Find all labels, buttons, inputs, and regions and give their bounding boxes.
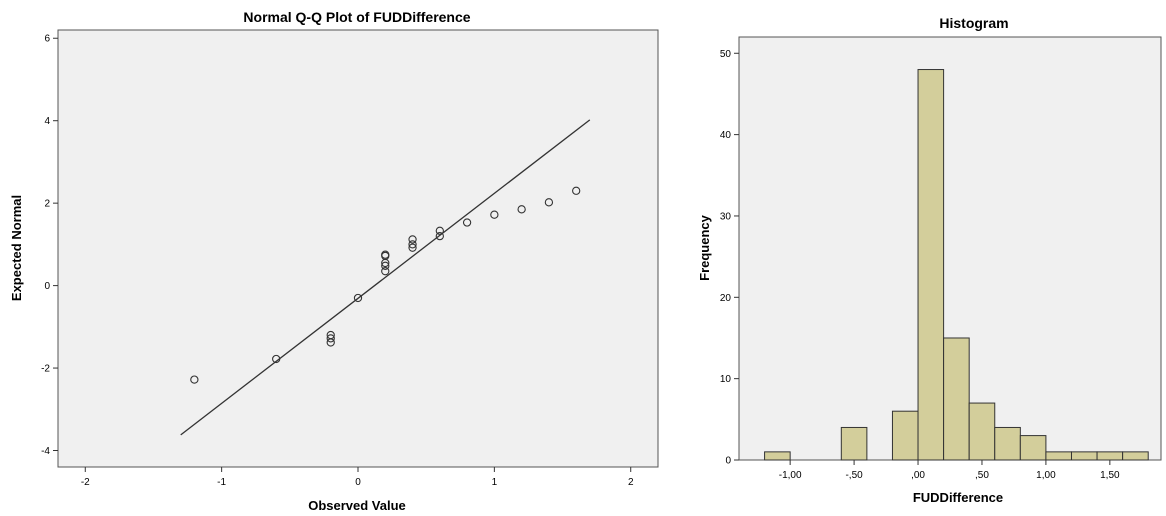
qq-x-tick-label: 2 (628, 477, 634, 488)
qq-plot: Normal Q-Q Plot of FUDDifference -4 -2 0 2 4… (9, 9, 659, 513)
qq-x-axis-label: Observed Value (308, 498, 406, 513)
histogram-bar (943, 337, 970, 461)
histogram: Histogram 0 10 20 30 40 50 -1,00 -,50 ,00 ,50 1,0… (697, 15, 1162, 505)
qq-x-tick-label: 1 (492, 477, 498, 488)
qq-x-tick-label: -1 (217, 477, 226, 488)
qq-point (435, 231, 444, 241)
histogram-x-tick-label: ,50 (975, 470, 989, 481)
qq-point (408, 243, 417, 252)
qq-point (517, 205, 526, 214)
histogram-bar (1045, 451, 1072, 461)
histogram-bar (840, 426, 868, 461)
histogram-y-axis-label: Frequency (697, 214, 712, 281)
qq-x-tick-label: -2 (81, 477, 90, 488)
histogram-y-tick-label: 20 (720, 293, 732, 304)
qq-y-tick-label: 6 (44, 34, 50, 45)
histogram-x-tick-label: 1,00 (1036, 470, 1056, 481)
qq-point (435, 226, 444, 235)
histogram-bar (1122, 451, 1149, 461)
qq-point (272, 354, 281, 364)
qq-point (490, 210, 499, 219)
qq-y-tick-label: 4 (44, 116, 50, 127)
qq-point (408, 240, 417, 249)
qq-point (190, 375, 199, 384)
histogram-x-tick-label: 1,50 (1100, 470, 1120, 481)
qq-y-tick-label: 2 (44, 199, 50, 210)
qq-plot-title: Normal Q-Q Plot of FUDDifference (243, 9, 470, 25)
qq-point (353, 293, 363, 303)
histogram-bar (1070, 451, 1098, 461)
qq-point (326, 334, 335, 343)
qq-point (408, 235, 417, 244)
histogram-bar (1096, 451, 1124, 461)
histogram-y-tick-label: 10 (720, 374, 732, 385)
qq-point (572, 186, 581, 195)
histogram-bar (764, 451, 791, 461)
qq-y-tick-label: -2 (41, 364, 50, 375)
qq-point (544, 198, 554, 207)
histogram-x-tick-label: -1,00 (779, 470, 802, 481)
histogram-x-tick-label: -,50 (845, 470, 863, 481)
histogram-x-tick-label: ,00 (911, 470, 925, 481)
histogram-bar (917, 69, 945, 461)
histogram-bar (968, 402, 996, 461)
histogram-y-tick-label: 30 (720, 211, 732, 222)
qq-reference-line (180, 119, 591, 436)
qq-point (326, 338, 335, 347)
histogram-bar (891, 410, 919, 461)
histogram-bar (1019, 435, 1047, 461)
qq-point (462, 218, 472, 227)
histogram-y-tick-label: 50 (720, 49, 732, 60)
histogram-bar (994, 426, 1021, 461)
qq-x-tick-label: 0 (355, 477, 361, 488)
qq-y-axis-label: Expected Normal (9, 195, 24, 301)
histogram-y-tick-label: 0 (725, 456, 731, 467)
qq-y-tick-label: -4 (41, 446, 50, 457)
qq-plot-area (57, 29, 659, 468)
qq-y-tick-label: 0 (44, 281, 50, 292)
qq-point (381, 267, 390, 276)
qq-point (381, 261, 390, 270)
histogram-title: Histogram (939, 15, 1008, 31)
histogram-x-axis-label: FUDDifference (913, 490, 1003, 505)
qq-point (381, 250, 390, 259)
histogram-y-tick-label: 40 (720, 130, 732, 141)
